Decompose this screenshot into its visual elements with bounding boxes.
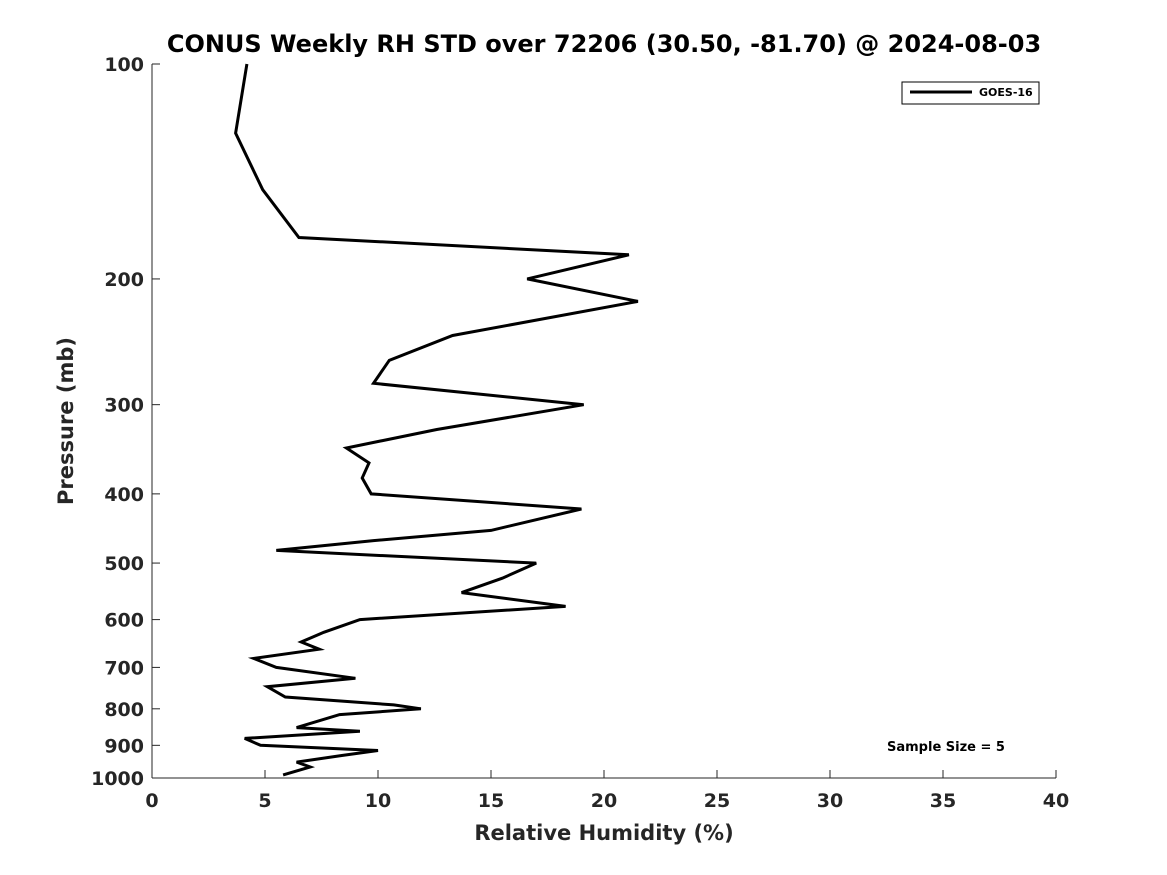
- y-tick-label: 700: [104, 657, 144, 679]
- y-ticks: 100 200 300 400 500 600 700 800 900 1000: [91, 54, 160, 790]
- x-ticks: 0 5 10 15 20 25 30 35 40: [145, 770, 1069, 812]
- y-tick-label: 100: [104, 54, 144, 76]
- y-axis-label: Pressure (mb): [54, 337, 78, 505]
- x-tick-label: 0: [145, 790, 158, 812]
- y-tick-label: 500: [104, 553, 144, 575]
- y-tick-label: 800: [104, 699, 144, 721]
- x-tick-label: 30: [817, 790, 843, 812]
- series-layer: [234, 63, 639, 777]
- x-tick-label: 15: [478, 790, 504, 812]
- y-tick-label: 600: [104, 610, 144, 632]
- x-tick-label: 10: [365, 790, 391, 812]
- legend-label-goes16: GOES-16: [979, 86, 1033, 99]
- series-line-goes16: [234, 63, 639, 777]
- y-tick-label: 300: [104, 395, 144, 417]
- x-tick-label: 40: [1043, 790, 1069, 812]
- x-tick-label: 5: [258, 790, 271, 812]
- x-tick-label: 25: [704, 790, 730, 812]
- chart-title: CONUS Weekly RH STD over 72206 (30.50, -…: [167, 30, 1041, 58]
- plot-area: 0 5 10 15 20 25 30 35 40 100 200 300 400 500 600 700 80…: [91, 54, 1069, 812]
- y-tick-label: 1000: [91, 768, 144, 790]
- y-tick-label: 900: [104, 735, 144, 757]
- legend: GOES-16: [901, 81, 1040, 105]
- x-tick-label: 20: [591, 790, 617, 812]
- y-tick-label: 200: [104, 269, 144, 291]
- sample-size-annotation: Sample Size = 5: [887, 740, 1005, 755]
- y-tick-label: 400: [104, 484, 144, 506]
- x-tick-label: 35: [930, 790, 956, 812]
- x-axis-label: Relative Humidity (%): [474, 821, 733, 845]
